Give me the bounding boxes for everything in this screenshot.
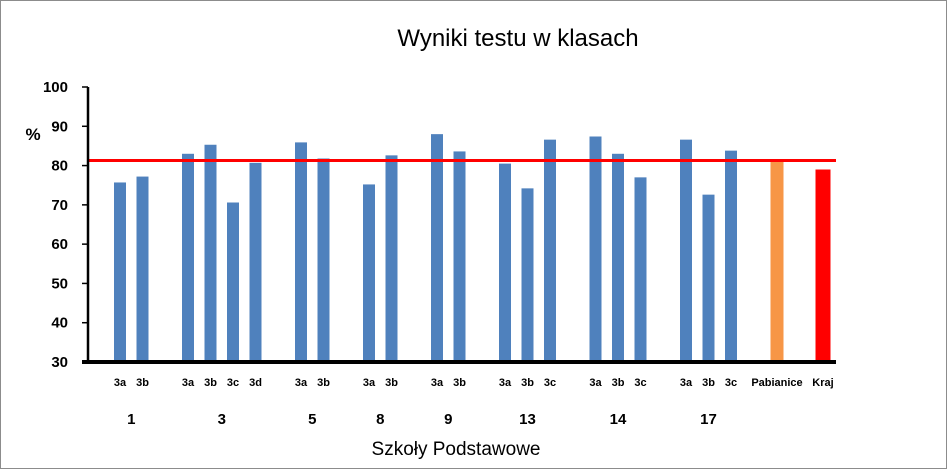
class-label: 3d: [249, 377, 262, 389]
class-label: 3a: [182, 377, 195, 389]
school-label: 13: [519, 411, 536, 428]
class-label: 3b: [521, 377, 534, 389]
bar-14-3a: [589, 136, 602, 362]
class-label: 3c: [634, 377, 646, 389]
class-label: 3b: [204, 377, 217, 389]
bar-1-3b: [136, 176, 149, 362]
class-label: 3c: [725, 377, 737, 389]
y-axis-ticks: 30 40 50 60 70 80 90 100: [43, 79, 88, 371]
chart-title: Wyniki testu w klasach: [397, 25, 638, 52]
y-tick-label: 100: [43, 79, 68, 96]
class-label: 3a: [431, 377, 444, 389]
bar-9-3a: [431, 134, 443, 362]
class-label: 3a: [114, 377, 127, 389]
school-label: 8: [376, 411, 384, 428]
bars: [114, 134, 831, 362]
bar-17-3a: [680, 139, 692, 362]
bar-3-3b: [204, 144, 217, 362]
class-label: 3c: [227, 377, 239, 389]
y-tick-label: 70: [51, 197, 68, 214]
bar-1-3a: [114, 182, 126, 362]
class-label: 3a: [589, 377, 602, 389]
class-label: 3a: [363, 377, 376, 389]
class-label: 3b: [385, 377, 398, 389]
class-label: 3b: [702, 377, 715, 389]
bar-14-3b: [612, 153, 624, 362]
summary-label: Pabianice: [751, 377, 802, 389]
bar-3-3d: [249, 162, 262, 362]
y-tick-label: 90: [51, 118, 68, 135]
school-label: 5: [308, 411, 316, 428]
y-tick-label: 80: [51, 158, 68, 175]
x-axis-title: Szkoły Podstawowe: [372, 439, 541, 460]
class-label: 3a: [680, 377, 693, 389]
school-label: 9: [444, 411, 452, 428]
class-label: 3a: [499, 377, 512, 389]
axes: [82, 87, 836, 364]
y-tick-label: 40: [51, 315, 68, 332]
bar-13-3a: [499, 163, 511, 362]
bar-kraj: [815, 169, 831, 362]
bar-17-3c: [725, 150, 737, 362]
x-axis-labels: 3a 3b 1 3a 3b 3c 3d 3 3a 3b 5 3a 3b 8 3a 3b 9 3a 3b 3c 13 3a 3…: [114, 377, 834, 428]
school-label: 3: [218, 411, 226, 428]
bar-17-3b: [702, 194, 715, 362]
school-label: 17: [700, 411, 717, 428]
class-label: 3b: [136, 377, 149, 389]
bar-3-3c: [227, 202, 239, 362]
bar-13-3b: [521, 188, 534, 362]
class-label: 3c: [544, 377, 556, 389]
bar-8-3a: [363, 184, 375, 362]
bar-3-3a: [182, 153, 194, 362]
class-label: 3b: [453, 377, 466, 389]
bar-5-3b: [317, 158, 330, 362]
summary-label: Kraj: [812, 377, 833, 389]
y-axis-label: %: [25, 125, 40, 144]
y-tick-label: 50: [51, 275, 68, 292]
y-tick-label: 30: [51, 354, 68, 371]
bar-5-3a: [295, 142, 307, 362]
class-label: 3b: [612, 377, 625, 389]
school-label: 14: [610, 411, 627, 428]
class-label: 3b: [317, 377, 330, 389]
school-label: 1: [127, 411, 135, 428]
bar-8-3b: [385, 155, 398, 362]
y-tick-label: 60: [51, 236, 68, 253]
bar-14-3c: [634, 177, 647, 362]
class-label: 3a: [295, 377, 308, 389]
bar-9-3b: [453, 151, 466, 362]
bar-13-3c: [544, 139, 556, 362]
bar-pabianice: [770, 160, 784, 362]
